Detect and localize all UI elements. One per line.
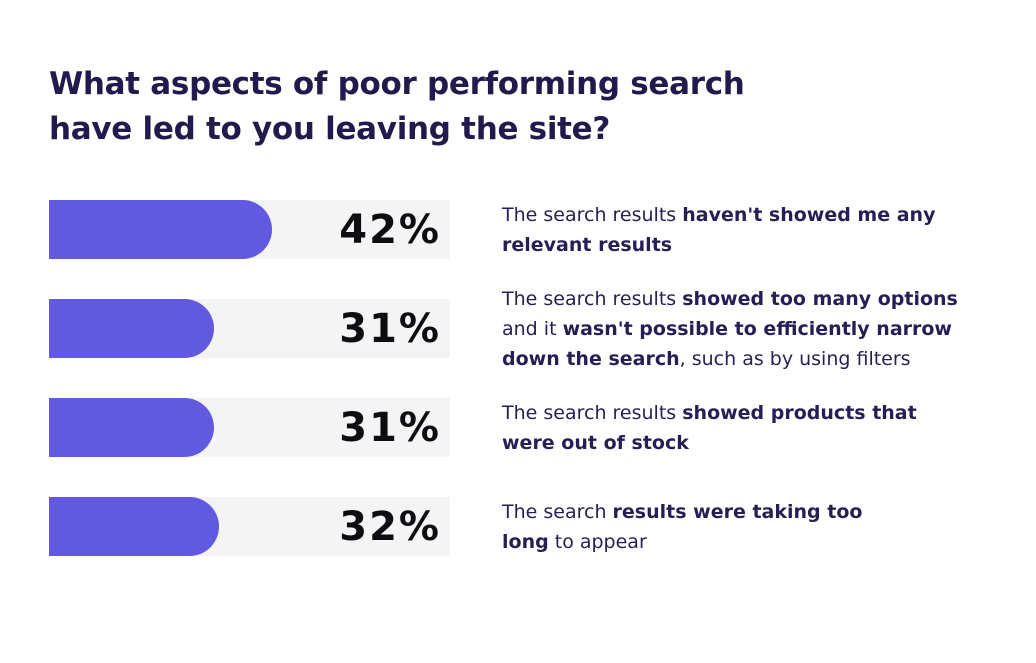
description-text: The search results bbox=[502, 287, 683, 310]
description-emphasis: long bbox=[502, 530, 549, 553]
bar-track: 31% bbox=[49, 299, 450, 358]
description-text: The search results bbox=[502, 203, 683, 226]
bar-track: 42% bbox=[49, 200, 450, 259]
horizontal-bar-chart: 42% The search results haven't showed me… bbox=[49, 200, 1006, 556]
title-line-2: have led to you leaving the site? bbox=[49, 111, 611, 147]
description-emphasis: were out of stock bbox=[502, 431, 689, 454]
description-text: to appear bbox=[548, 530, 647, 553]
description-text: and it bbox=[502, 317, 563, 340]
chart-row: 31% The search results showed too many o… bbox=[49, 288, 1006, 370]
bar-value-label: 31% bbox=[339, 305, 441, 352]
bar-description: The search results showed too many optio… bbox=[502, 284, 958, 374]
bar-value-label: 31% bbox=[339, 404, 441, 451]
bar-fill bbox=[49, 398, 214, 457]
bar-description: The search results were taking too long t… bbox=[502, 497, 862, 557]
description-text: The search results bbox=[502, 401, 683, 424]
description-text: , such as by using filters bbox=[679, 347, 911, 370]
description-emphasis: haven't showed me any bbox=[682, 203, 936, 226]
bar-track: 31% bbox=[49, 398, 450, 457]
description-emphasis: relevant results bbox=[502, 233, 673, 256]
bar-fill bbox=[49, 299, 214, 358]
bar-description: The search results showed products that w… bbox=[502, 398, 917, 458]
description-text: The search bbox=[502, 500, 613, 523]
page-title: What aspects of poor performing search ha… bbox=[49, 62, 1006, 152]
title-line-1: What aspects of poor performing search bbox=[49, 66, 745, 102]
bar-track: 32% bbox=[49, 497, 450, 556]
chart-row: 31% The search results showed products t… bbox=[49, 398, 1006, 457]
infographic-page: What aspects of poor performing search ha… bbox=[49, 62, 1006, 556]
chart-row: 42% The search results haven't showed me… bbox=[49, 200, 1006, 259]
description-emphasis: wasn't possible to efficiently narrow bbox=[562, 317, 952, 340]
chart-row: 32% The search results were taking too lo… bbox=[49, 497, 1006, 556]
description-emphasis: showed too many options bbox=[682, 287, 958, 310]
description-emphasis: showed products that bbox=[682, 401, 917, 424]
bar-value-label: 42% bbox=[339, 206, 441, 253]
description-emphasis: results were taking too bbox=[612, 500, 863, 523]
bar-description: The search results haven't showed me any… bbox=[502, 200, 935, 260]
bar-fill bbox=[49, 497, 219, 556]
bar-fill bbox=[49, 200, 272, 259]
description-emphasis: down the search bbox=[502, 347, 680, 370]
bar-value-label: 32% bbox=[339, 503, 441, 550]
